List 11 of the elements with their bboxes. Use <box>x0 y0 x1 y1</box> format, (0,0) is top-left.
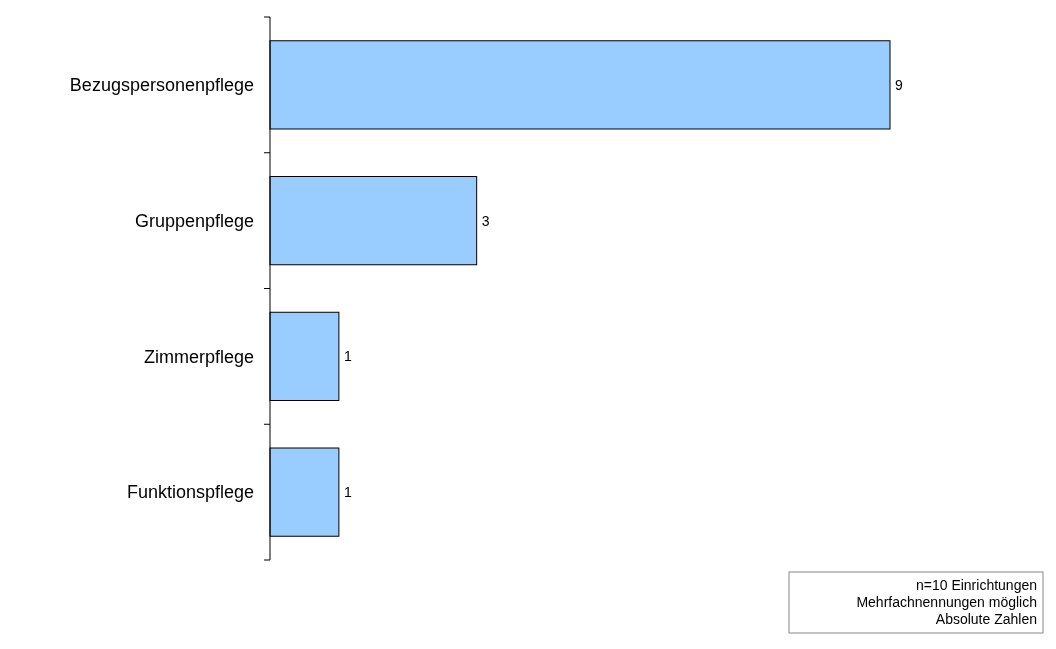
data-label: 9 <box>895 76 903 93</box>
text: Absolute Zahlen <box>935 611 1037 627</box>
y-tick-label: Zimmerpflege <box>143 346 254 367</box>
text: Mehrfachnennungen möglich <box>856 594 1037 610</box>
y-tick-label: Gruppenpflege <box>134 210 254 231</box>
data-label: 1 <box>343 348 352 365</box>
data-label: 3 <box>481 212 490 229</box>
data-label: 1 <box>343 484 352 501</box>
y-tick-label: Bezugspersonenpflege <box>69 75 254 96</box>
text: n=10 Einrichtungen <box>915 577 1037 593</box>
y-tick-label: Funktionspflege <box>126 482 254 503</box>
